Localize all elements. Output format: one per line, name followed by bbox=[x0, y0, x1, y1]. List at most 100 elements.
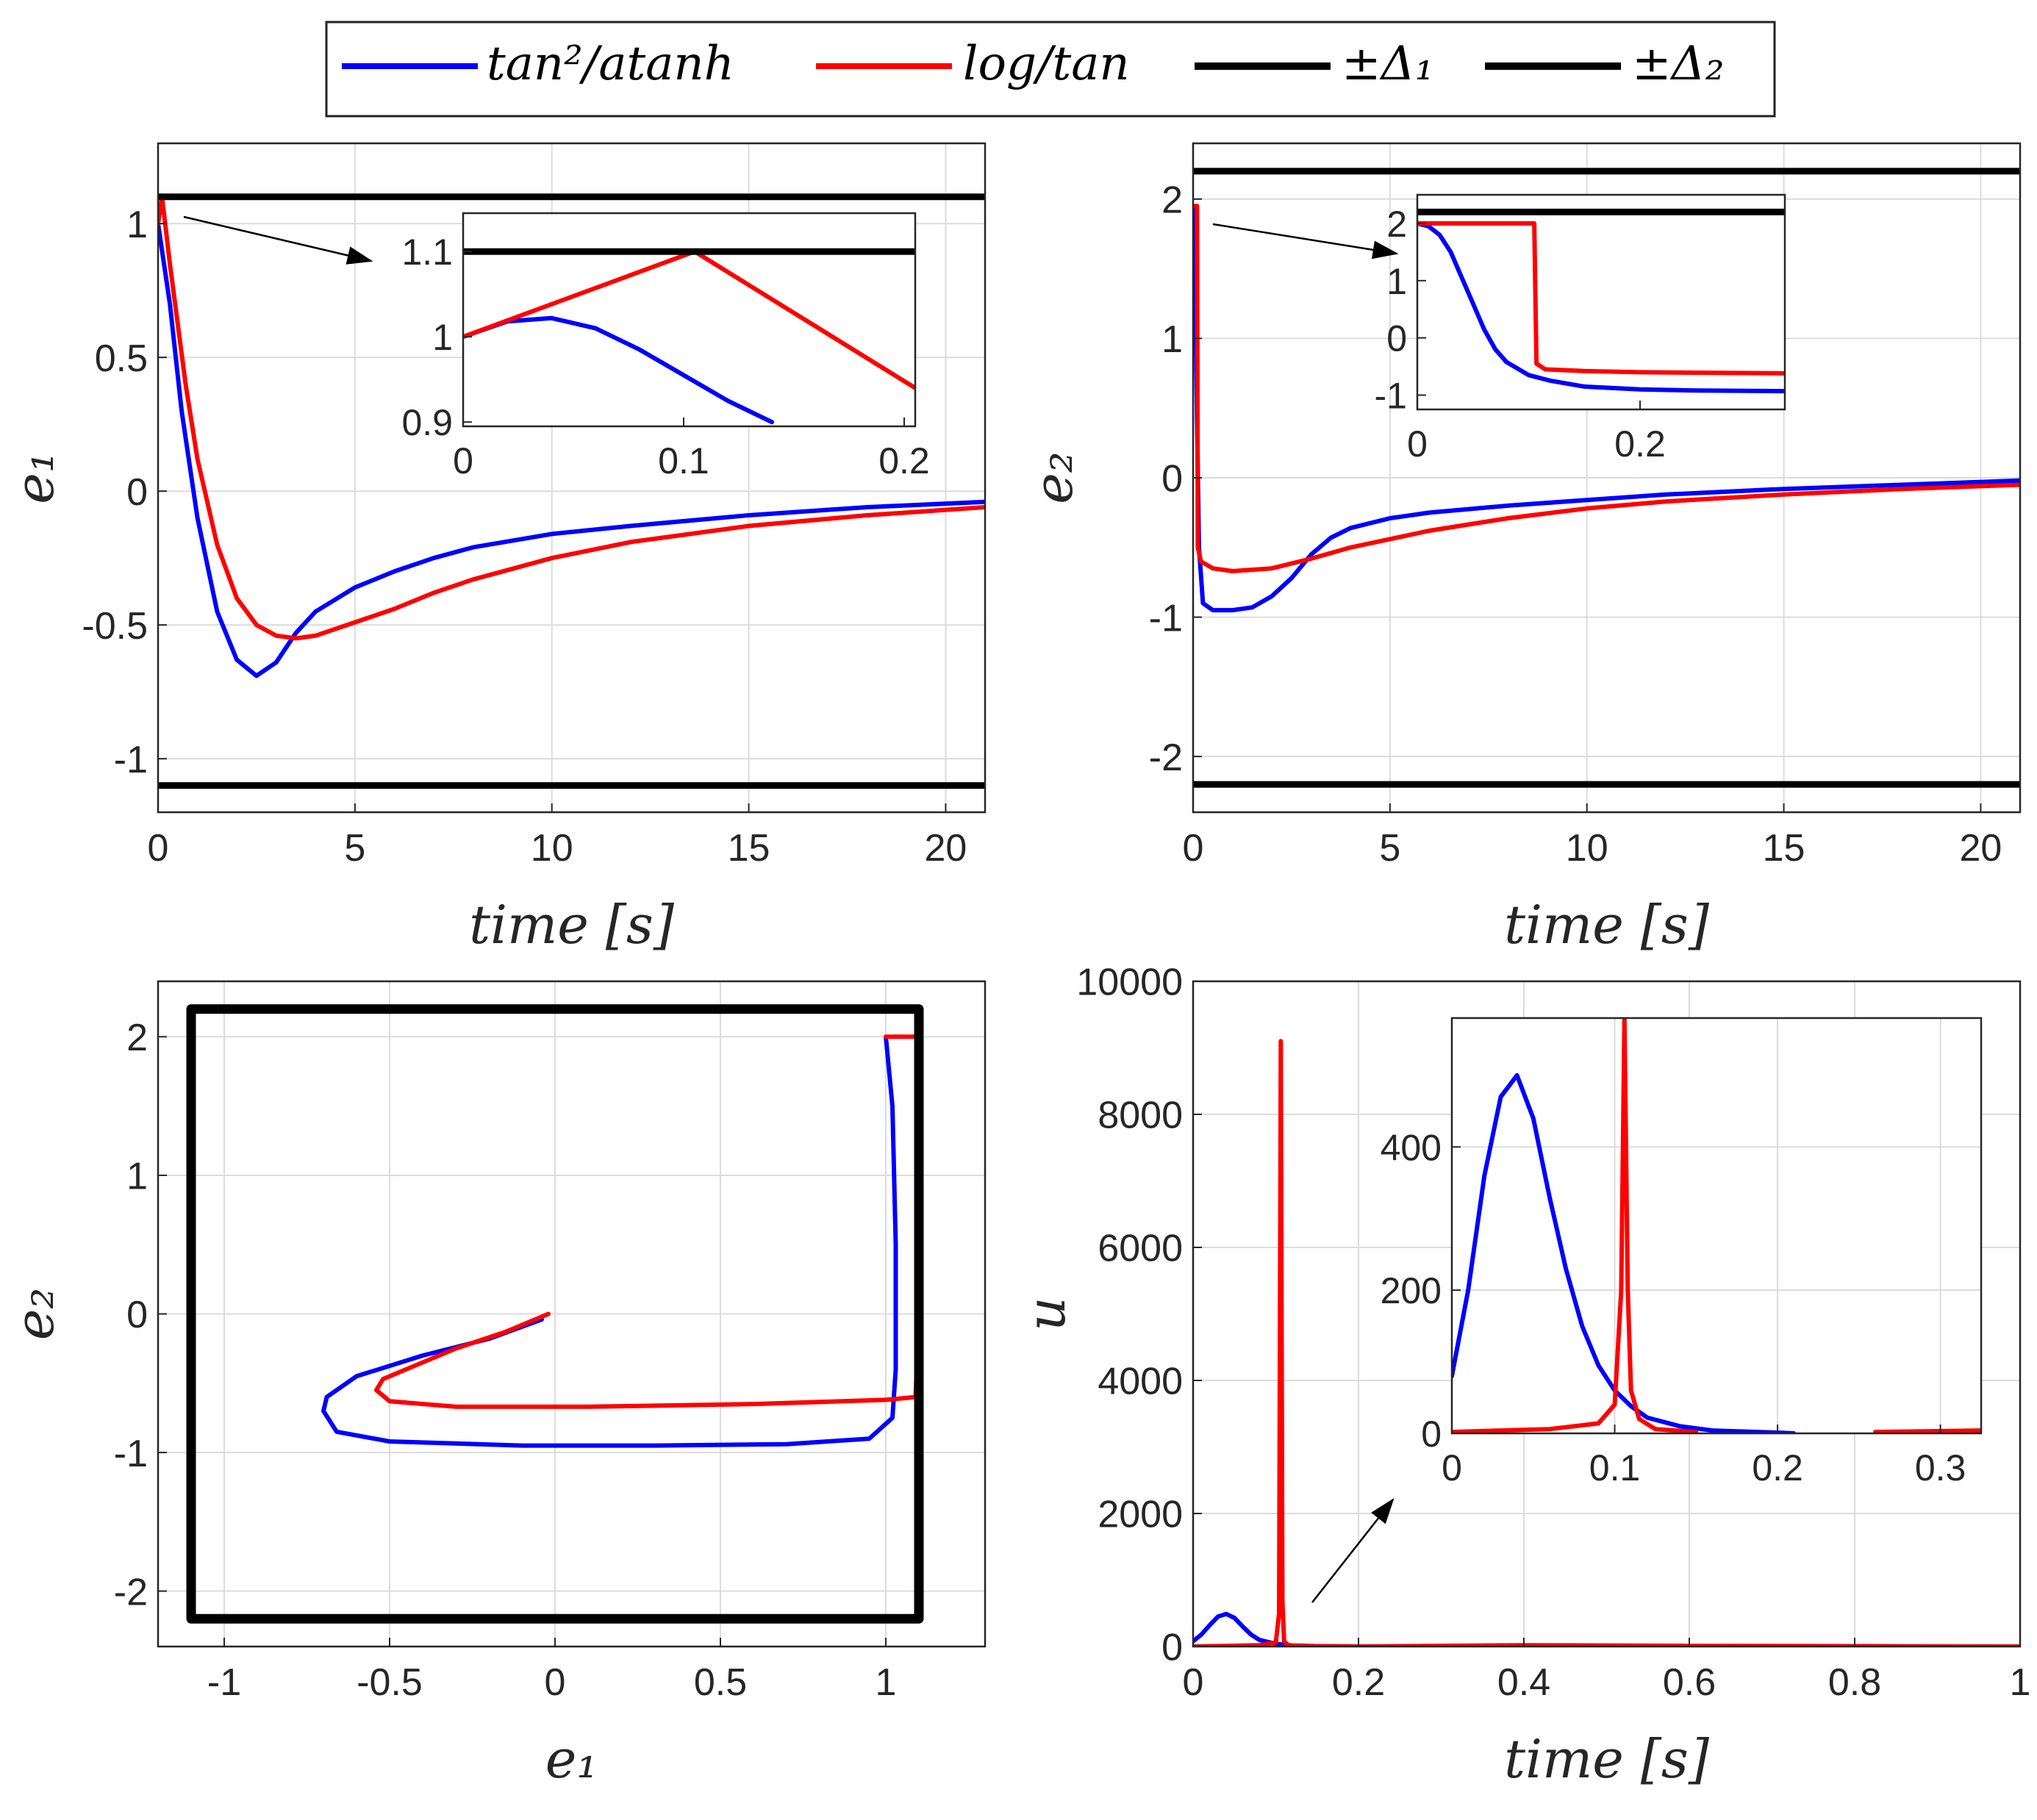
x-axis-label: time [s] bbox=[469, 894, 675, 956]
series-line-log-tan bbox=[1452, 1018, 1699, 1433]
axes-box bbox=[157, 142, 987, 814]
y-axis-label: e₂ bbox=[1023, 451, 1084, 504]
y-tick-label: -0.5 bbox=[82, 605, 148, 648]
series-line-tan-atanh bbox=[1452, 1072, 1797, 1433]
legend: tan²/atanh log/tan ±Δ₁ ±Δ₂ bbox=[325, 21, 1776, 118]
x-tick-label: 20 bbox=[1960, 827, 2002, 870]
series-group bbox=[158, 193, 985, 789]
x-axis-label: time [s] bbox=[1504, 1728, 1710, 1790]
series-line-tan-atanh bbox=[463, 315, 774, 425]
y-tick-label: -1 bbox=[1149, 597, 1183, 639]
y-tick-label: 1.1 bbox=[401, 232, 453, 273]
y-tick-label: 0 bbox=[1421, 1414, 1442, 1455]
y-tick-label: 2 bbox=[126, 1017, 148, 1059]
axes-box bbox=[1450, 1017, 1983, 1435]
y-tick-label: -1 bbox=[1375, 376, 1407, 417]
u-inset: 0 0.1 0.2 0.3 0 200 400 bbox=[1381, 1017, 1983, 1488]
x-tick-label: 0.6 bbox=[1663, 1661, 1716, 1704]
y-tick-label: 200 bbox=[1381, 1270, 1442, 1311]
series-line-tan-atanh bbox=[1417, 221, 1785, 394]
x-tick-label: 1 bbox=[876, 1661, 897, 1704]
x-tick-label: 0.2 bbox=[1614, 423, 1666, 465]
x-tick-label: 0 bbox=[545, 1661, 566, 1704]
x-tick-label: 0 bbox=[1183, 827, 1204, 870]
y-tick-label: 1 bbox=[1161, 318, 1183, 361]
y-tick-label: 0 bbox=[1386, 318, 1407, 359]
x-tick-label: 0.4 bbox=[1497, 1661, 1550, 1704]
series-line-tan-atanh bbox=[321, 1034, 898, 1448]
e1-inset: 0 0.1 0.2 0.9 1 1.1 bbox=[401, 212, 930, 481]
series-group bbox=[1452, 1018, 1981, 1433]
y-axis-label: e₁ bbox=[4, 451, 65, 504]
x-tick-label: 0 bbox=[1407, 423, 1428, 465]
y-tick-label: 4000 bbox=[1098, 1361, 1183, 1403]
plot-area bbox=[1452, 1018, 1981, 1433]
y-tick-label: -1 bbox=[114, 1433, 148, 1475]
x-tick-label: 0.3 bbox=[1915, 1447, 1966, 1488]
series-line-tan-atanh bbox=[1193, 204, 2020, 613]
y-tick-label: 2000 bbox=[1098, 1494, 1183, 1536]
annotation-arrow bbox=[183, 215, 373, 265]
y-tick-label: 0 bbox=[126, 1294, 148, 1336]
x-tick-label: 0.5 bbox=[694, 1661, 747, 1704]
x-tick-label: 5 bbox=[1379, 827, 1400, 870]
series-line--box bbox=[186, 1004, 924, 1624]
x-tick-label: 0.2 bbox=[1752, 1447, 1803, 1488]
annotation-arrow bbox=[1212, 223, 1399, 259]
axes-box bbox=[462, 212, 917, 428]
x-tick-label: 0 bbox=[453, 440, 473, 481]
x-tick-label: 0.1 bbox=[658, 440, 709, 481]
y-tick-label: 2 bbox=[1161, 179, 1183, 222]
legend-label-log-tan: log/tan bbox=[963, 37, 1130, 91]
series-group bbox=[1417, 208, 1785, 394]
y-tick-label: 1 bbox=[126, 1156, 148, 1198]
y-axis-label: u bbox=[1015, 1297, 1077, 1330]
y-tick-label: 0.5 bbox=[95, 337, 148, 380]
x-tick-label: 10 bbox=[531, 827, 573, 870]
y-tick-label: 6000 bbox=[1098, 1228, 1183, 1270]
y-tick-label: 1 bbox=[432, 317, 453, 358]
y-tick-label: 0 bbox=[1161, 1627, 1183, 1669]
legend-label-delta1: ±Δ₁ bbox=[1342, 37, 1434, 91]
x-tick-label: 0 bbox=[148, 827, 169, 870]
x-axis-label: time [s] bbox=[1504, 894, 1710, 956]
series-line-tan-atanh bbox=[158, 221, 985, 678]
y-tick-label: 0 bbox=[1161, 458, 1183, 501]
x-tick-label: 20 bbox=[925, 827, 967, 870]
y-tick-label: 1 bbox=[126, 204, 148, 246]
y-tick-label: 0 bbox=[126, 471, 148, 514]
x-tick-label: 0.2 bbox=[878, 440, 930, 481]
y-tick-label: 1 bbox=[1386, 261, 1407, 302]
series-group bbox=[1193, 168, 2020, 788]
y-tick-label: -1 bbox=[114, 739, 148, 781]
y-tick-label: -2 bbox=[114, 1571, 148, 1613]
x-tick-label: 0 bbox=[1442, 1447, 1462, 1488]
x-tick-label: -0.5 bbox=[357, 1661, 423, 1704]
x-tick-label: 0 bbox=[1183, 1661, 1204, 1704]
x-tick-label: 0.1 bbox=[1589, 1447, 1641, 1488]
x-tick-label: 15 bbox=[1763, 827, 1805, 870]
y-tick-label: 2 bbox=[1386, 204, 1407, 245]
phase-axes: -1 -0.5 0 0.5 1 -2 -1 0 1 2 e₁ e₂ bbox=[4, 980, 987, 1790]
series-line-log-tan-tail- bbox=[1873, 1428, 1981, 1433]
series-group bbox=[186, 1004, 924, 1624]
y-axis-label: e₂ bbox=[4, 1288, 65, 1340]
x-tick-label: 1 bbox=[2010, 1661, 2031, 1704]
annotation-arrow bbox=[1311, 1498, 1395, 1603]
x-tick-label: 0.2 bbox=[1332, 1661, 1385, 1704]
legend-label-delta2: ±Δ₂ bbox=[1632, 37, 1725, 91]
y-tick-label: 400 bbox=[1381, 1127, 1442, 1168]
y-tick-label: 8000 bbox=[1098, 1094, 1183, 1137]
legend-label-tan2-atanh: tan²/atanh bbox=[487, 37, 734, 91]
series-line-log-tan bbox=[1193, 204, 2020, 573]
axes-box bbox=[1192, 980, 2022, 1648]
y-tick-label: 0.9 bbox=[401, 402, 453, 443]
x-tick-label: 15 bbox=[728, 827, 770, 870]
x-tick-label: 0.8 bbox=[1828, 1661, 1881, 1704]
axes-box bbox=[1416, 193, 1786, 411]
x-tick-label: -1 bbox=[207, 1661, 241, 1704]
